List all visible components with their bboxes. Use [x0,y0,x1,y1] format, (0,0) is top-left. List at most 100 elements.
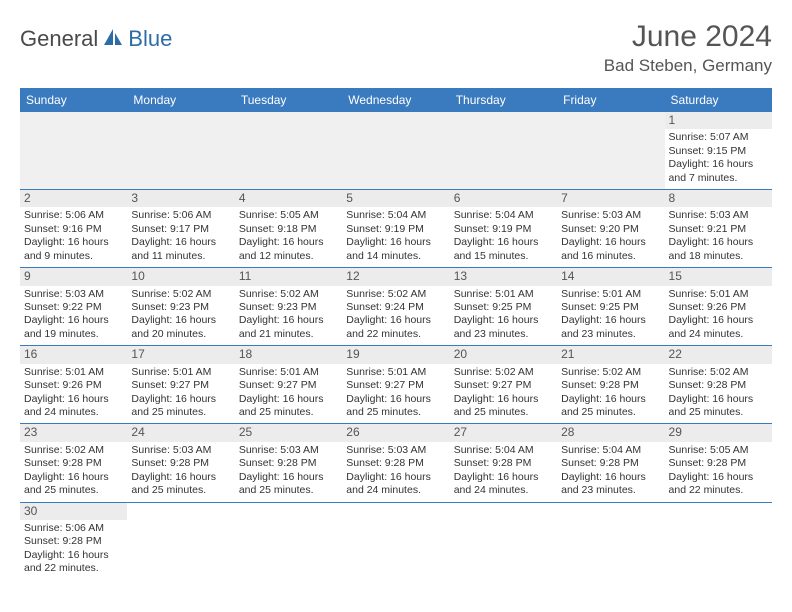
calendar-table: SundayMondayTuesdayWednesdayThursdayFrid… [20,88,772,580]
calendar-cell: 2Sunrise: 5:06 AMSunset: 9:16 PMDaylight… [20,190,127,268]
sunset-text: Sunset: 9:23 PM [239,301,338,314]
sunset-text: Sunset: 9:19 PM [346,223,445,236]
calendar-week: 30Sunrise: 5:06 AMSunset: 9:28 PMDayligh… [20,502,772,580]
daylight-text: Daylight: 16 hours and 16 minutes. [561,236,660,263]
daylight-text: Daylight: 16 hours and 24 minutes. [346,471,445,498]
daylight-text: Daylight: 16 hours and 25 minutes. [346,393,445,420]
calendar-cell: 19Sunrise: 5:01 AMSunset: 9:27 PMDayligh… [342,346,449,424]
calendar-cell: 27Sunrise: 5:04 AMSunset: 9:28 PMDayligh… [450,424,557,502]
daylight-text: Daylight: 16 hours and 22 minutes. [346,314,445,341]
calendar-cell: 5Sunrise: 5:04 AMSunset: 9:19 PMDaylight… [342,190,449,268]
calendar-body: 1Sunrise: 5:07 AMSunset: 9:15 PMDaylight… [20,112,772,580]
calendar-cell [342,112,449,190]
day-number: 6 [450,190,557,207]
sunrise-text: Sunrise: 5:01 AM [131,366,230,379]
day-number: 25 [235,424,342,441]
day-number: 26 [342,424,449,441]
calendar-cell: 3Sunrise: 5:06 AMSunset: 9:17 PMDaylight… [127,190,234,268]
daylight-text: Daylight: 16 hours and 11 minutes. [131,236,230,263]
calendar-cell: 30Sunrise: 5:06 AMSunset: 9:28 PMDayligh… [20,502,127,580]
sunset-text: Sunset: 9:28 PM [561,457,660,470]
day-number: 10 [127,268,234,285]
sunset-text: Sunset: 9:21 PM [669,223,768,236]
calendar-week: 16Sunrise: 5:01 AMSunset: 9:26 PMDayligh… [20,346,772,424]
sunrise-text: Sunrise: 5:02 AM [131,288,230,301]
daylight-text: Daylight: 16 hours and 23 minutes. [454,314,553,341]
calendar-cell: 8Sunrise: 5:03 AMSunset: 9:21 PMDaylight… [665,190,772,268]
daylight-text: Daylight: 16 hours and 21 minutes. [239,314,338,341]
sunrise-text: Sunrise: 5:03 AM [239,444,338,457]
calendar-cell: 4Sunrise: 5:05 AMSunset: 9:18 PMDaylight… [235,190,342,268]
daylight-text: Daylight: 16 hours and 24 minutes. [24,393,123,420]
sunset-text: Sunset: 9:26 PM [24,379,123,392]
sunrise-text: Sunrise: 5:06 AM [24,209,123,222]
sunrise-text: Sunrise: 5:02 AM [346,288,445,301]
sunrise-text: Sunrise: 5:01 AM [454,288,553,301]
sunrise-text: Sunrise: 5:05 AM [669,444,768,457]
sunrise-text: Sunrise: 5:04 AM [346,209,445,222]
daylight-text: Daylight: 16 hours and 23 minutes. [561,471,660,498]
daylight-text: Daylight: 16 hours and 25 minutes. [24,471,123,498]
sunset-text: Sunset: 9:24 PM [346,301,445,314]
day-number: 24 [127,424,234,441]
day-header: Thursday [450,88,557,112]
daylight-text: Daylight: 16 hours and 7 minutes. [669,158,768,185]
daylight-text: Daylight: 16 hours and 22 minutes. [24,549,123,576]
calendar-cell: 26Sunrise: 5:03 AMSunset: 9:28 PMDayligh… [342,424,449,502]
daylight-text: Daylight: 16 hours and 12 minutes. [239,236,338,263]
day-number: 5 [342,190,449,207]
calendar-week: 9Sunrise: 5:03 AMSunset: 9:22 PMDaylight… [20,268,772,346]
calendar-cell [235,112,342,190]
daylight-text: Daylight: 16 hours and 25 minutes. [239,393,338,420]
daylight-text: Daylight: 16 hours and 25 minutes. [454,393,553,420]
calendar-week: 1Sunrise: 5:07 AMSunset: 9:15 PMDaylight… [20,112,772,190]
daylight-text: Daylight: 16 hours and 24 minutes. [454,471,553,498]
daylight-text: Daylight: 16 hours and 25 minutes. [131,471,230,498]
sunrise-text: Sunrise: 5:03 AM [346,444,445,457]
day-number: 11 [235,268,342,285]
calendar-cell: 21Sunrise: 5:02 AMSunset: 9:28 PMDayligh… [557,346,664,424]
day-number: 16 [20,346,127,363]
calendar-cell: 7Sunrise: 5:03 AMSunset: 9:20 PMDaylight… [557,190,664,268]
daylight-text: Daylight: 16 hours and 18 minutes. [669,236,768,263]
sunset-text: Sunset: 9:28 PM [561,379,660,392]
calendar-cell [127,112,234,190]
day-number: 27 [450,424,557,441]
day-number: 28 [557,424,664,441]
sunset-text: Sunset: 9:16 PM [24,223,123,236]
sunrise-text: Sunrise: 5:06 AM [24,522,123,535]
day-header: Tuesday [235,88,342,112]
day-number: 8 [665,190,772,207]
title-block: June 2024 Bad Steben, Germany [604,20,772,76]
sunrise-text: Sunrise: 5:04 AM [454,444,553,457]
day-number: 20 [450,346,557,363]
sunrise-text: Sunrise: 5:01 AM [239,366,338,379]
daylight-text: Daylight: 16 hours and 24 minutes. [669,314,768,341]
calendar-cell [342,502,449,580]
day-header: Saturday [665,88,772,112]
day-number: 1 [665,112,772,129]
calendar-cell: 29Sunrise: 5:05 AMSunset: 9:28 PMDayligh… [665,424,772,502]
calendar-cell: 6Sunrise: 5:04 AMSunset: 9:19 PMDaylight… [450,190,557,268]
sunrise-text: Sunrise: 5:07 AM [669,131,768,144]
sunset-text: Sunset: 9:26 PM [669,301,768,314]
sunrise-text: Sunrise: 5:06 AM [131,209,230,222]
sunset-text: Sunset: 9:25 PM [561,301,660,314]
sunrise-text: Sunrise: 5:05 AM [239,209,338,222]
sunrise-text: Sunrise: 5:01 AM [669,288,768,301]
sunrise-text: Sunrise: 5:01 AM [346,366,445,379]
brand-text-2: Blue [128,26,172,52]
calendar-cell: 18Sunrise: 5:01 AMSunset: 9:27 PMDayligh… [235,346,342,424]
calendar-cell: 20Sunrise: 5:02 AMSunset: 9:27 PMDayligh… [450,346,557,424]
calendar-cell [20,112,127,190]
sunrise-text: Sunrise: 5:03 AM [561,209,660,222]
sunrise-text: Sunrise: 5:04 AM [561,444,660,457]
sunset-text: Sunset: 9:17 PM [131,223,230,236]
sunrise-text: Sunrise: 5:01 AM [561,288,660,301]
sunset-text: Sunset: 9:28 PM [669,379,768,392]
sunset-text: Sunset: 9:22 PM [24,301,123,314]
sunrise-text: Sunrise: 5:02 AM [669,366,768,379]
header: General Blue June 2024 Bad Steben, Germa… [20,20,772,76]
calendar-cell: 16Sunrise: 5:01 AMSunset: 9:26 PMDayligh… [20,346,127,424]
month-title: June 2024 [604,20,772,54]
